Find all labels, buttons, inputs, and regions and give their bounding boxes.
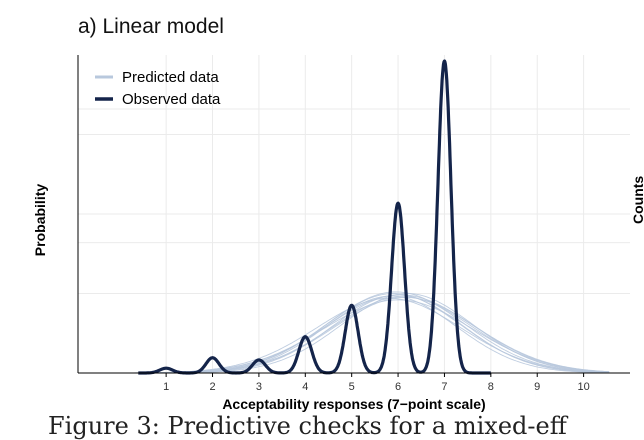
x-tick-label-5: 5 [349, 381, 355, 393]
legend-label-1: Predicted data [122, 69, 219, 86]
x-tick-label-1: 1 [163, 381, 169, 393]
x-tick-label-7: 7 [441, 381, 447, 393]
grid-lines [78, 55, 630, 373]
legend-label-2: Observed data [122, 91, 221, 108]
x-tick-label-3: 3 [256, 381, 262, 393]
x-tick-label-2: 2 [209, 381, 215, 393]
x-tick-label-10: 10 [577, 381, 589, 393]
predicted-draw-9 [133, 295, 610, 374]
observed-series [137, 59, 492, 375]
observed-line [137, 59, 492, 375]
legend: Predicted data Observed data [95, 69, 221, 108]
x-axis-label: Acceptability responses (7−point scale) [222, 396, 486, 412]
panel-title: a) Linear model [78, 15, 224, 38]
density-chart: 1 2 3 4 5 6 7 8 9 10 Predicted data Observed data [77, 55, 630, 393]
axes [77, 55, 630, 374]
x-tick-label-8: 8 [488, 381, 494, 393]
x-ticks: 1 2 3 4 5 6 7 8 9 10 [163, 373, 590, 393]
predicted-series [133, 291, 610, 374]
x-tick-label-9: 9 [534, 381, 540, 393]
x-tick-label-6: 6 [395, 381, 401, 393]
predicted-draw-7 [133, 291, 610, 374]
predicted-draw-10 [133, 294, 610, 374]
x-tick-label-4: 4 [302, 381, 308, 393]
